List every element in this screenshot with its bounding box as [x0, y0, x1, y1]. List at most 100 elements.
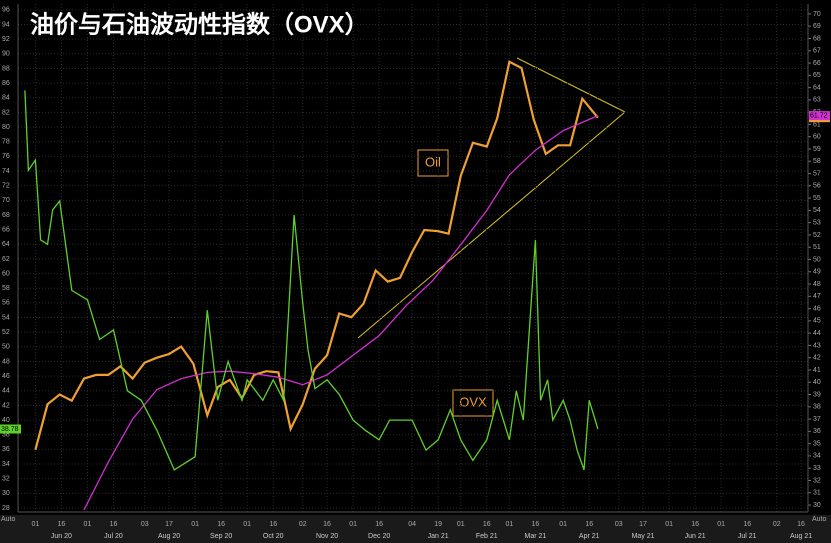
- y-tick-label: 92: [2, 36, 10, 43]
- y-tick-label: 88: [2, 65, 10, 72]
- last-value-tag: [0, 424, 21, 434]
- y2-tick-label: 40: [813, 379, 821, 386]
- y2-tick-label: 35: [813, 440, 821, 447]
- y2-tick-label: 58: [813, 158, 821, 165]
- x-tick-label: 16: [217, 521, 225, 528]
- x-tick-label: 03: [615, 521, 623, 528]
- y-tick-label: 96: [2, 7, 10, 14]
- y-tick-label: 50: [2, 344, 10, 351]
- x-tick-label: 19: [434, 521, 442, 528]
- x-tick-label: 16: [743, 521, 751, 528]
- x-tick-label: 16: [532, 521, 540, 528]
- y-tick-label: 46: [2, 373, 10, 380]
- annotation-box: [417, 149, 449, 177]
- y-tick-label: 52: [2, 329, 10, 336]
- series-line: [24, 90, 599, 471]
- x-tick-label: 16: [110, 521, 118, 528]
- y-tick-label: 42: [2, 402, 10, 409]
- y-tick-label: 38: [2, 432, 10, 439]
- x-tick-label: 01: [717, 521, 725, 528]
- y-tick-label: 80: [2, 124, 10, 131]
- series-line: [34, 60, 599, 451]
- x-tick-label: 16: [269, 521, 277, 528]
- x-tick-label: 01: [559, 521, 567, 528]
- y2-tick-label: 52: [813, 232, 821, 239]
- x-tick-label: 16: [585, 521, 593, 528]
- month-label: Jun 20: [51, 533, 72, 540]
- x-tick-label: 16: [797, 521, 805, 528]
- x-tick-label: 17: [165, 521, 173, 528]
- y2-tick-label: 63: [813, 97, 821, 104]
- y2-tick-label: 39: [813, 391, 821, 398]
- y2-tick-label: 31: [813, 490, 821, 497]
- month-label: Feb 21: [476, 533, 498, 540]
- y2-tick-label: 56: [813, 183, 821, 190]
- x-tick-label: 01: [31, 521, 39, 528]
- month-label: Nov 20: [316, 533, 338, 540]
- y-tick-label: 90: [2, 51, 10, 58]
- month-label: Aug 20: [158, 533, 180, 540]
- month-label: Jan 21: [428, 533, 449, 540]
- y2-tick-label: 38: [813, 404, 821, 411]
- x-tick-label: 16: [483, 521, 491, 528]
- x-tick-label: 16: [323, 521, 331, 528]
- y-tick-label: 62: [2, 256, 10, 263]
- y-tick-label: 54: [2, 314, 10, 321]
- month-label: Jul 20: [104, 533, 123, 540]
- y-tick-label: 68: [2, 212, 10, 219]
- x-tick-label: 01: [457, 521, 465, 528]
- x-tick-label: 16: [375, 521, 383, 528]
- y-tick-label: 76: [2, 153, 10, 160]
- x-tick-label: 01: [243, 521, 251, 528]
- month-label: Oct 20: [263, 533, 284, 540]
- y2-tick-label: 69: [813, 23, 821, 30]
- y2-tick-label: 70: [813, 11, 821, 18]
- y-tick-label: 78: [2, 139, 10, 146]
- x-tick-label: 16: [58, 521, 66, 528]
- y2-tick-label: 64: [813, 84, 821, 91]
- y2-tick-label: 66: [813, 60, 821, 67]
- month-label: May 21: [632, 533, 655, 540]
- y2-tick-label: 53: [813, 219, 821, 226]
- y2-tick-label: 46: [813, 305, 821, 312]
- trend-line: [516, 57, 626, 113]
- y-tick-label: 44: [2, 388, 10, 395]
- y-tick-label: 84: [2, 95, 10, 102]
- y-tick-label: 48: [2, 358, 10, 365]
- y2-tick-label: 47: [813, 293, 821, 300]
- month-label: Jul 21: [738, 533, 757, 540]
- y-tick-label: 94: [2, 21, 10, 28]
- y-tick-label: 56: [2, 300, 10, 307]
- month-label: Dec 20: [368, 533, 390, 540]
- y-tick-label: 36: [2, 446, 10, 453]
- y2-tick-label: 34: [813, 453, 821, 460]
- y2-tick-label: 36: [813, 428, 821, 435]
- x-tick-label: 01: [191, 521, 199, 528]
- last-value-label: 61.72: [810, 112, 828, 119]
- y2-tick-label: 41: [813, 367, 821, 374]
- annotation: OVX: [459, 394, 487, 409]
- y2-tick-label: 30: [813, 502, 821, 509]
- y-tick-label: 72: [2, 183, 10, 190]
- y2-tick-label: 44: [813, 330, 821, 337]
- y-tick-label: 60: [2, 270, 10, 277]
- y2-tick-label: 59: [813, 146, 821, 153]
- trend-line: [357, 111, 626, 339]
- x-tick-label: 01: [505, 521, 513, 528]
- y2-tick-label: 61: [813, 121, 821, 128]
- series-line: [83, 115, 599, 511]
- y2-tick-label: 33: [813, 465, 821, 472]
- month-label: Aug 21: [790, 533, 812, 540]
- x-tick-label: 02: [773, 521, 781, 528]
- y2-tick-label: 68: [813, 35, 821, 42]
- axis-mode: Auto: [1, 516, 16, 523]
- y2-tick-label: 65: [813, 72, 821, 79]
- x-tick-label: 02: [299, 521, 307, 528]
- y2-tick-label: 37: [813, 416, 821, 423]
- month-label: Mar 21: [525, 533, 547, 540]
- y-tick-label: 70: [2, 197, 10, 204]
- month-label: Sep 20: [210, 533, 232, 540]
- y-tick-label: 64: [2, 241, 10, 248]
- y-tick-label: 28: [2, 505, 10, 512]
